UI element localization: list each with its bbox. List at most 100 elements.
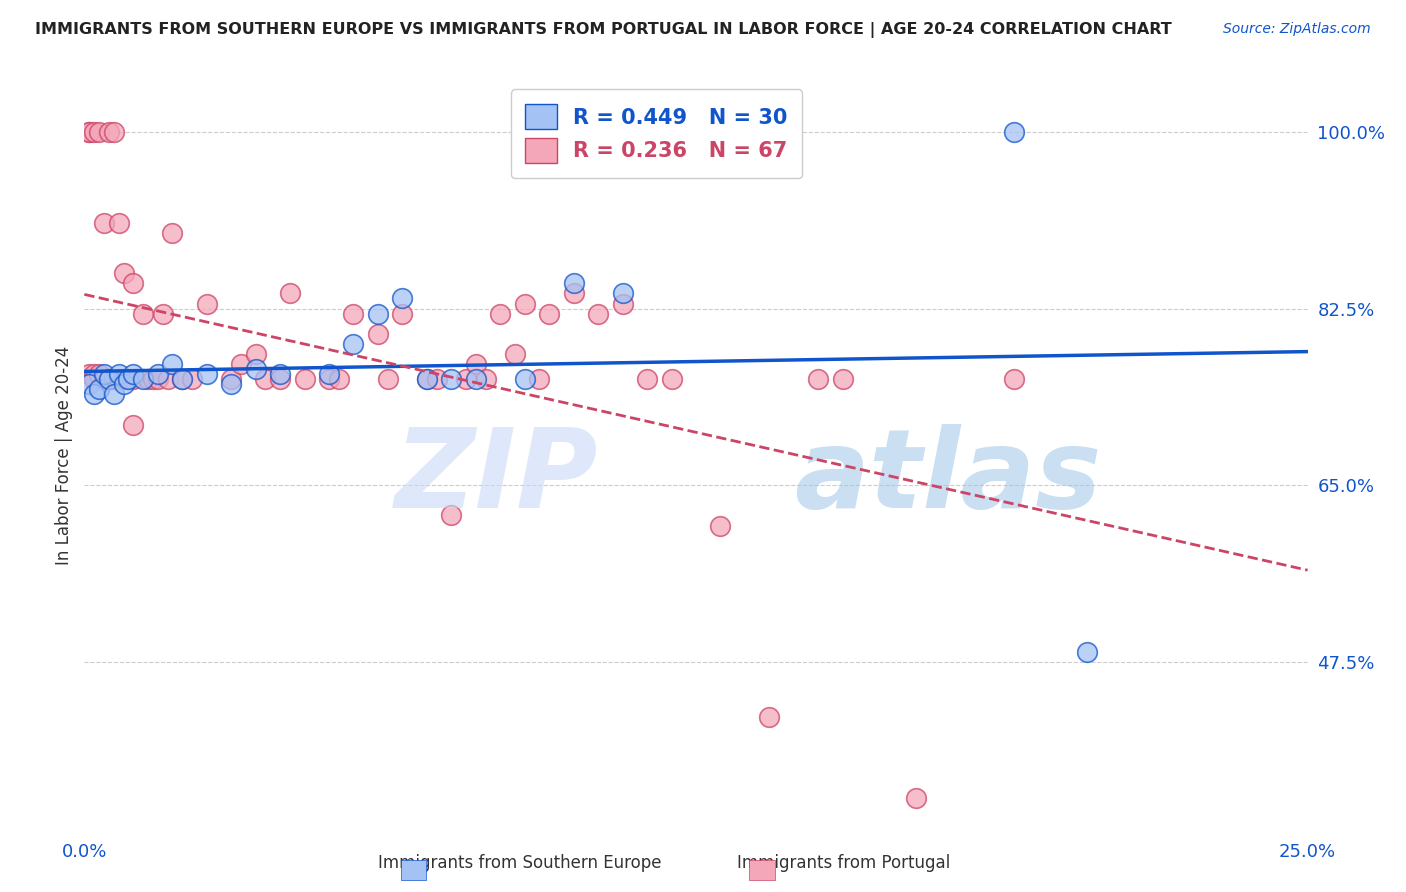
Point <box>1002 125 1025 139</box>
Point <box>254 372 277 386</box>
Point <box>612 286 634 301</box>
Point <box>103 125 125 139</box>
Point <box>93 372 115 386</box>
Point <box>758 710 780 724</box>
Point <box>77 125 100 139</box>
Point <box>107 367 129 381</box>
Point <box>107 216 129 230</box>
Point <box>440 372 463 386</box>
Point <box>245 362 267 376</box>
Point <box>103 372 125 386</box>
Point <box>172 372 194 386</box>
Point <box>416 372 439 386</box>
Point <box>454 372 477 386</box>
Point <box>122 372 145 386</box>
Text: IMMIGRANTS FROM SOUTHERN EUROPE VS IMMIGRANTS FROM PORTUGAL IN LABOR FORCE | AGE: IMMIGRANTS FROM SOUTHERN EUROPE VS IMMIG… <box>35 22 1171 38</box>
Point <box>97 372 120 386</box>
Text: Source: ZipAtlas.com: Source: ZipAtlas.com <box>1223 22 1371 37</box>
Point <box>269 367 291 381</box>
Point <box>195 296 218 310</box>
Point <box>1002 372 1025 386</box>
Point <box>612 296 634 310</box>
Point <box>391 292 413 306</box>
Point <box>245 347 267 361</box>
Y-axis label: In Labor Force | Age 20-24: In Labor Force | Age 20-24 <box>55 345 73 565</box>
Point <box>181 372 204 386</box>
Point <box>83 372 105 386</box>
Point <box>367 326 389 341</box>
Point <box>318 367 340 381</box>
Point <box>416 372 439 386</box>
Point <box>83 125 105 139</box>
Point <box>77 125 100 139</box>
Point <box>156 372 179 386</box>
Point <box>318 372 340 386</box>
Point <box>464 372 486 386</box>
Point <box>342 307 364 321</box>
Point <box>294 372 316 386</box>
Point <box>162 226 184 240</box>
Point <box>586 307 609 321</box>
Point <box>77 367 100 381</box>
Point <box>122 417 145 432</box>
Text: atlas: atlas <box>794 425 1101 532</box>
Point <box>709 518 731 533</box>
Point <box>136 372 159 386</box>
Point <box>97 372 120 386</box>
Point <box>93 216 115 230</box>
Point <box>87 367 110 381</box>
Point <box>391 307 413 321</box>
Point <box>112 266 135 280</box>
Point <box>328 372 350 386</box>
Point <box>107 372 129 386</box>
Point <box>132 307 155 321</box>
Point <box>367 307 389 321</box>
Point <box>162 357 184 371</box>
Point <box>152 307 174 321</box>
Point <box>905 791 928 805</box>
Point <box>513 372 536 386</box>
Point <box>93 367 115 381</box>
Point <box>122 277 145 291</box>
Point <box>1076 645 1098 659</box>
Point <box>464 357 486 371</box>
Point <box>661 372 683 386</box>
Point <box>636 372 658 386</box>
Point <box>229 357 252 371</box>
Point <box>112 372 135 386</box>
Point <box>87 382 110 396</box>
Point <box>562 286 585 301</box>
Point <box>146 367 169 381</box>
Point <box>831 372 853 386</box>
Point <box>807 372 830 386</box>
Point <box>219 377 242 392</box>
Point <box>278 286 301 301</box>
Point <box>112 377 135 392</box>
Point <box>122 367 145 381</box>
Point <box>172 372 194 386</box>
Point <box>269 372 291 386</box>
Point <box>489 307 512 321</box>
Point <box>426 372 449 386</box>
Point <box>83 367 105 381</box>
Point <box>377 372 399 386</box>
Point <box>103 387 125 401</box>
Point <box>440 508 463 523</box>
Point <box>219 372 242 386</box>
Point <box>77 377 100 392</box>
Point <box>142 372 165 386</box>
Text: Immigrants from Southern Europe: Immigrants from Southern Europe <box>378 855 662 872</box>
Point <box>117 372 139 386</box>
Point <box>529 372 551 386</box>
Point <box>562 277 585 291</box>
Point <box>132 372 155 386</box>
Point <box>342 337 364 351</box>
Text: ZIP: ZIP <box>395 425 598 532</box>
Point <box>538 307 561 321</box>
Point <box>117 372 139 386</box>
Point <box>513 296 536 310</box>
Point <box>146 372 169 386</box>
Point <box>97 125 120 139</box>
Text: Immigrants from Portugal: Immigrants from Portugal <box>737 855 950 872</box>
Point <box>83 387 105 401</box>
